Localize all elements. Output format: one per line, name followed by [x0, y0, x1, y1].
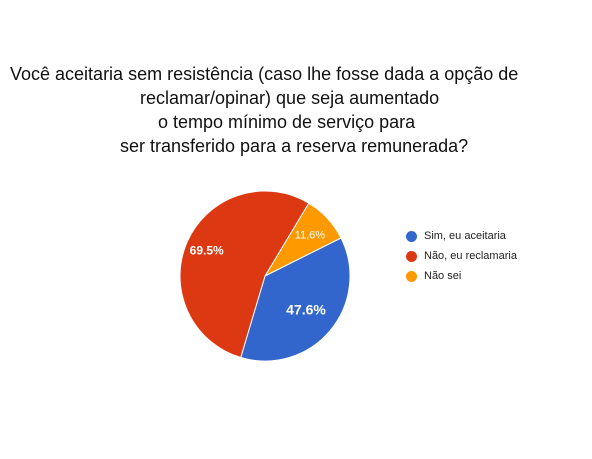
- legend-label-nao-reclamaria: Não, eu reclamaria: [424, 250, 517, 262]
- title-line-4: ser transferido para a reserva remunerad…: [120, 136, 469, 156]
- slice-label-nao-sei: 11,6%: [295, 229, 326, 241]
- legend-item-sim: Sim, eu aceitaria: [406, 226, 517, 246]
- legend-swatch-nao-sei: [406, 270, 417, 282]
- pie-slice-nao-reclamaria: [179, 190, 310, 359]
- title-line-1: Você aceitaria sem resistência (caso lhe…: [10, 64, 519, 84]
- legend-swatch-sim: [406, 230, 417, 242]
- title-line-3: o tempo mínimo de serviço para: [158, 112, 416, 132]
- legend-item-nao-reclamaria: Não, eu reclamaria: [406, 246, 517, 266]
- slice-label-nao-reclamaria: 69.5%: [190, 243, 224, 257]
- legend-swatch-nao-reclamaria: [406, 250, 417, 262]
- slice-label-sim: 47.6%: [286, 301, 326, 317]
- legend: Sim, eu aceitaria Não, eu reclamaria Não…: [406, 226, 517, 286]
- legend-label-nao-sei: Não sei: [424, 270, 462, 282]
- chart-title: Você aceitaria sem resistência (caso lhe…: [0, 62, 592, 158]
- legend-label-sim: Sim, eu aceitaria: [424, 230, 506, 242]
- legend-item-nao-sei: Não sei: [406, 266, 517, 286]
- pie-slice-sim: [240, 237, 351, 362]
- title-line-2: reclamar/opinar) que seja aumentado: [140, 88, 440, 108]
